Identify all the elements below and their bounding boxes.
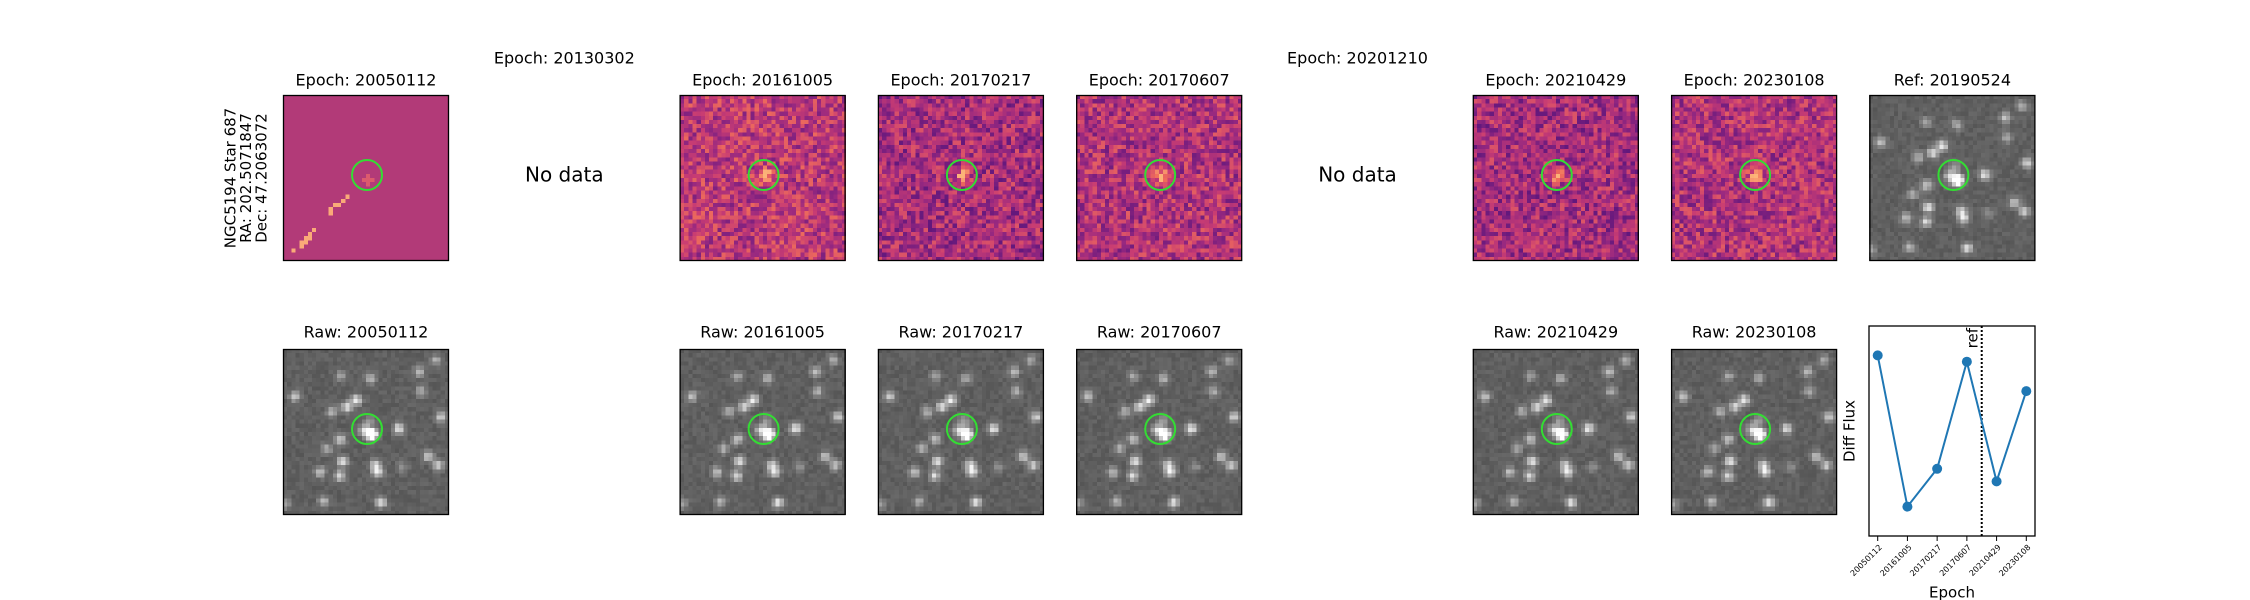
panel-frame: [1869, 94, 2036, 262]
x-tick-label: 20230108: [1997, 543, 2032, 578]
target-circle: [747, 413, 780, 445]
panel-title: Epoch: 20201210: [1287, 49, 1428, 68]
panel-frame: [282, 348, 450, 516]
panel-title: Raw: 20230108: [1692, 323, 1817, 342]
target-circle: [945, 413, 978, 445]
no-data: No data: [525, 163, 604, 187]
target-circle: [1540, 159, 1573, 191]
image-panel: [679, 95, 846, 261]
target-circle: [351, 413, 383, 445]
panel-frame: [679, 94, 846, 262]
image-panel: [283, 349, 449, 515]
panel-title: Raw: 20170607: [1097, 323, 1222, 342]
y-axis-label: Diff Flux: [1841, 400, 1859, 462]
image-panel: [1671, 95, 1838, 261]
panel-title: Raw: 20170217: [899, 323, 1024, 342]
image-panel: [1671, 349, 1838, 515]
image-panel: [877, 349, 1044, 515]
panel-frame: [1670, 348, 1838, 516]
no-data: No data: [1318, 163, 1397, 187]
panel-title: Raw: 20050112: [304, 323, 429, 342]
target-circle: [351, 159, 383, 191]
target-circle: [1739, 159, 1772, 191]
panel-frame: [679, 348, 846, 516]
series-line: [1876, 355, 2028, 509]
panel-frame: [1670, 94, 1838, 262]
panel-title: Epoch: 20130302: [494, 49, 635, 68]
data-point: [1932, 463, 1943, 474]
target-circle: [1144, 159, 1177, 191]
target-circle: [1739, 413, 1772, 445]
image-panel: [1472, 349, 1639, 515]
panel-frame: [877, 348, 1045, 516]
panel-title: Epoch: 20230108: [1684, 71, 1825, 90]
data-point: [1991, 476, 2002, 487]
target-circle: [1144, 413, 1177, 445]
image-panel: [679, 349, 846, 515]
target-circle: [1540, 413, 1573, 445]
data-point: [1902, 501, 1913, 512]
data-point: [1961, 356, 1972, 367]
target-circle: [1937, 159, 1970, 191]
panel-title: Raw: 20161005: [700, 323, 825, 342]
target-circle: [747, 159, 780, 191]
panel-frame: [877, 94, 1045, 262]
image-panel: [1076, 95, 1243, 261]
panel-title: Epoch: 20170607: [1089, 71, 1230, 90]
panel-title: Epoch: 20170217: [890, 71, 1031, 90]
panel-title: Epoch: 20210429: [1485, 71, 1626, 90]
image-panel: [1076, 349, 1243, 515]
target-circle: [945, 159, 978, 191]
chart-frame: [1868, 325, 2036, 537]
image-panel: [283, 95, 449, 261]
panel-frame: [282, 94, 450, 262]
panel-title: Epoch: 20161005: [692, 71, 833, 90]
panel-title: Raw: 20210429: [1493, 323, 1618, 342]
image-panel: [1472, 95, 1639, 261]
image-panel: [877, 95, 1044, 261]
panel-title: Epoch: 20050112: [296, 71, 437, 90]
panel-frame: [1076, 94, 1243, 262]
star-label: NGC5194 Star 687: [222, 108, 240, 248]
panel-frame: [1472, 348, 1639, 516]
panel-frame: [1076, 348, 1243, 516]
ref-label: ref: [1964, 327, 1982, 348]
star-label: Dec: 47.2063072: [253, 113, 271, 243]
data-point: [2021, 386, 2032, 397]
image-panel: [1869, 95, 2036, 261]
panel-frame: [1472, 94, 1639, 262]
x-axis-label: Epoch: [1929, 584, 1975, 600]
panel-title: Ref: 20190524: [1894, 71, 2011, 90]
star-label: RA: 202.5071847: [237, 113, 255, 243]
data-point: [1872, 350, 1883, 361]
